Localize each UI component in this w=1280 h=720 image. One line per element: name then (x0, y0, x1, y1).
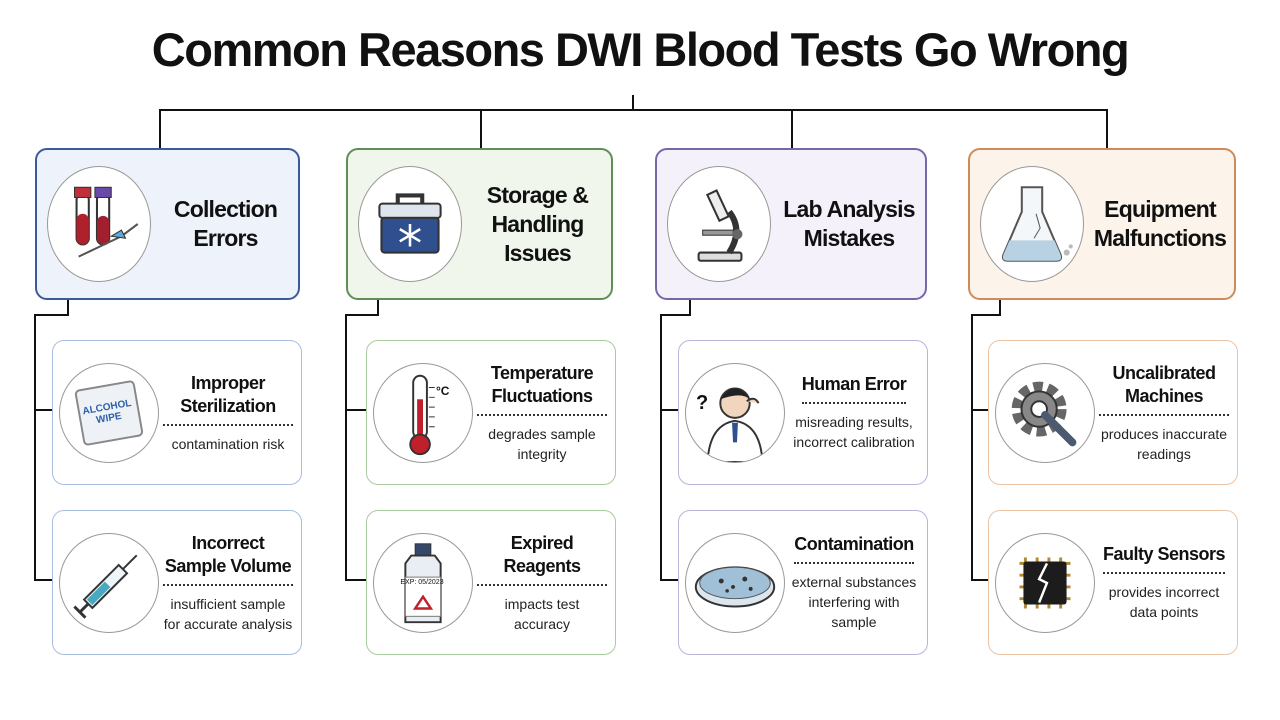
card-description: produces inaccurate readings (1100, 425, 1228, 462)
icon-graphic (74, 186, 139, 258)
card: ALCOHOL WIPE Improper Sterilization contam… (52, 340, 302, 485)
icon-graphic (1001, 186, 1073, 262)
card: Contamination external substances interfe… (678, 510, 928, 655)
icon (59, 533, 159, 633)
icon (685, 533, 785, 633)
icon-graphic (404, 543, 442, 624)
category-title: Storage & Handling Issues (486, 181, 589, 266)
card-text: Contamination external substances interfe… (789, 511, 919, 654)
card-title: Human Error (801, 373, 907, 404)
icon: ALCOHOL WIPE (59, 363, 159, 463)
card: Uncalibrated Machines produces inaccurate… (988, 340, 1238, 485)
card: °C Temperature Fluctuations degrades sampl… (366, 340, 616, 485)
card: ? Human Error misreading results, incorrec… (678, 340, 928, 485)
card-description: misreading results, incorrect calibratio… (793, 414, 915, 450)
card: Faulty Sensors provides incorrect data po… (988, 510, 1238, 655)
icon: °C (373, 363, 473, 463)
card-text: Improper Sterilization contamination risk (163, 341, 293, 484)
card-title: Contamination (794, 533, 914, 564)
card-text: Incorrect Sample Volume insufficient samp… (163, 511, 293, 654)
icon-graphic (1011, 381, 1077, 447)
card-text: Expired Reagents impacts test accuracy (477, 511, 607, 654)
card-title: Uncalibrated Machines (1099, 362, 1229, 416)
icon (980, 166, 1084, 282)
icon (667, 166, 771, 282)
card-description: degrades sample integrity (488, 425, 596, 462)
card-title: Temperature Fluctuations (477, 362, 607, 416)
icon: EXP: 05/2023 (373, 533, 473, 633)
icon-graphic (706, 387, 764, 462)
icon-graphic (378, 193, 442, 254)
icon-graphic (73, 554, 138, 619)
icon (995, 363, 1095, 463)
category-title: Equipment Malfunctions (1093, 196, 1227, 251)
icon-label: EXP: 05/2023 (400, 579, 444, 586)
category-box: Collection Errors (35, 148, 300, 300)
category-box: Storage & Handling Issues (346, 148, 613, 300)
icon-graphic (409, 374, 435, 456)
card-title: Improper Sterilization (163, 372, 293, 426)
icon-graphic (1019, 557, 1071, 609)
card-description: provides incorrect data points (1108, 584, 1220, 620)
card-title: Faulty Sensors (1102, 543, 1226, 574)
card-title: Expired Reagents (477, 532, 607, 586)
card-text: Uncalibrated Machines produces inaccurate… (1099, 341, 1229, 484)
card-title: Incorrect Sample Volume (163, 532, 293, 586)
card: EXP: 05/2023 Expired Reagents impacts test… (366, 510, 616, 655)
card-text: Temperature Fluctuations degrades sample … (477, 341, 607, 484)
card-description: external substances interfering with sam… (791, 574, 917, 630)
icon (358, 166, 462, 282)
category-box: Equipment Malfunctions (968, 148, 1236, 300)
icon-graphic (694, 566, 776, 608)
card-text: Faulty Sensors provides incorrect data po… (1099, 511, 1229, 654)
icon-label: °C (436, 384, 450, 398)
card-text: Human Error misreading results, incorrect… (789, 341, 919, 484)
card-description: contamination risk (171, 435, 285, 452)
card-description: impacts test accuracy (504, 595, 580, 632)
icon-graphic (697, 189, 743, 262)
category-title: Lab Analysis Mistakes (783, 196, 915, 251)
icon (47, 166, 151, 282)
icon: ? (685, 363, 785, 463)
icon-label: ? (696, 392, 709, 414)
icon-graphic (74, 380, 144, 446)
category-title: Collection Errors (173, 196, 278, 251)
card: Incorrect Sample Volume insufficient samp… (52, 510, 302, 655)
category-box: Lab Analysis Mistakes (655, 148, 927, 300)
card-description: insufficient sample for accurate analysi… (163, 595, 293, 632)
page-title: Common Reasons DWI Blood Tests Go Wrong (151, 23, 1130, 76)
icon (995, 533, 1095, 633)
